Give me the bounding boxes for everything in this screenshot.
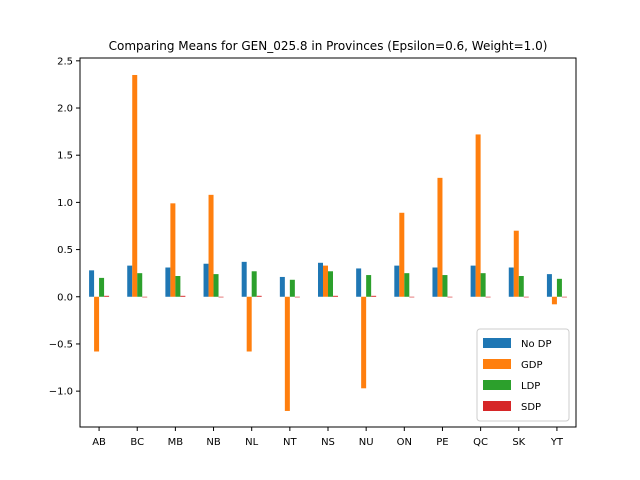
bar-no-dp-nb [203,263,209,297]
bar-no-dp-sk [508,267,514,297]
bar-sdp-nt [294,296,300,298]
bar-sdp-nu [371,295,377,297]
legend-swatch [483,401,511,411]
legend-label: SDP [521,402,541,413]
y-axis: −1.0 −0.5 0.0 0.5 1.0 1.5 2.0 2.5 [49,56,80,398]
bar-ldp-mb [175,276,181,297]
bar-sdp-bc [142,296,148,298]
bar-ldp-nl [251,271,257,297]
bar-sdp-ab [104,295,110,297]
bar-sdp-nl [256,295,262,297]
bar-ldp-nt [289,279,295,297]
bar-gdp-on [399,212,405,297]
bar-sdp-on [409,296,415,298]
legend-box [476,328,570,422]
bar-no-dp-mb [165,267,171,297]
bar-no-dp-ns [318,262,323,297]
x-tick-label: NS [321,437,335,448]
bar-ldp-bc [137,273,143,297]
bar-sdp-qc [485,296,491,298]
bars-group [89,74,567,411]
bar-ldp-ns [328,271,333,297]
x-tick-label: NL [245,437,258,448]
x-tick-label: PE [436,437,448,448]
bar-gdp-mb [170,203,176,297]
bar-gdp-ab [94,296,100,352]
x-tick-label: BC [130,437,144,448]
y-tick-label: 0.0 [57,292,73,303]
bar-sdp-pe [447,296,453,298]
bar-ldp-yt [556,278,562,297]
bar-gdp-ns [323,265,328,297]
legend-label: GDP [521,360,542,371]
legend-swatch [483,380,511,390]
bar-no-dp-yt [546,274,552,297]
bar-gdp-qc [475,134,481,297]
bar-ldp-on [404,273,410,297]
bar-no-dp-qc [470,265,476,297]
bar-sdp-sk [523,296,529,298]
bar-sdp-ns [333,295,338,297]
bar-no-dp-nl [241,261,247,297]
bar-gdp-sk [513,230,519,297]
bar-no-dp-on [394,265,400,297]
x-tick-label: NT [283,437,297,448]
x-tick-label: SK [512,437,525,448]
y-tick-label: 1.5 [57,151,73,162]
bar-no-dp-nt [279,276,285,297]
legend-swatch [483,359,511,369]
bar-sdp-nb [218,296,224,298]
bar-gdp-pe [437,177,443,297]
legend-label: LDP [521,381,540,392]
legend-label: No DP [521,339,552,350]
bar-ldp-qc [480,273,486,297]
x-tick-label: NU [359,437,374,448]
bar-gdp-nb [208,194,214,297]
chart-title: Comparing Means for GEN_025.8 in Provinc… [109,39,548,53]
y-tick-label: 2.5 [57,56,73,67]
bar-sdp-mb [180,295,186,297]
bar-gdp-yt [551,296,557,305]
bar-ldp-sk [518,276,524,297]
x-tick-label: YT [550,437,564,448]
y-tick-label: 1.0 [57,198,73,209]
bar-no-dp-pe [432,267,438,297]
bar-no-dp-nu [356,268,362,297]
y-tick-label: 0.5 [57,245,73,256]
bar-gdp-bc [132,74,138,297]
x-tick-label: NB [206,437,220,448]
x-tick-label: MB [168,437,184,448]
x-axis: AB BC MB NB NL NT NS NU ON PE QC SK YT [92,427,564,448]
bar-ldp-ab [99,277,105,297]
legend-swatch [483,338,511,348]
x-tick-label: QC [473,437,488,448]
x-tick-label: ON [397,437,412,448]
bar-ldp-nu [366,275,372,297]
legend: No DP GDP LDP SDP [476,328,570,422]
bar-gdp-nl [246,296,252,352]
bar-ldp-pe [442,275,448,297]
bar-no-dp-bc [127,265,133,297]
bar-ldp-nb [213,274,219,297]
bar-sdp-yt [561,296,567,298]
y-tick-label: 2.0 [57,104,73,115]
bar-gdp-nu [361,296,367,389]
bar-gdp-nt [284,296,290,411]
x-tick-label: AB [92,437,106,448]
bar-no-dp-ab [89,270,95,297]
y-tick-label: −1.0 [49,387,73,398]
y-tick-label: −0.5 [49,339,73,350]
